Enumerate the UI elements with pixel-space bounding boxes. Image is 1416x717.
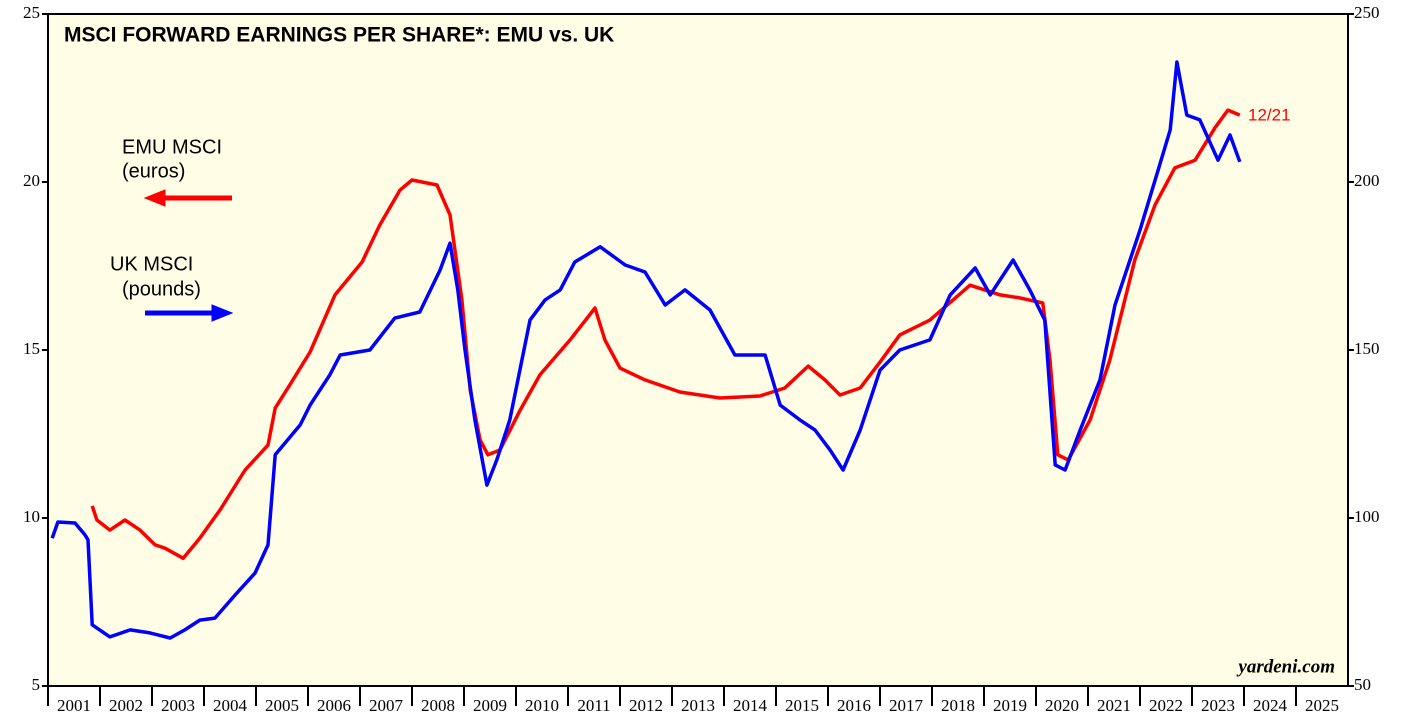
y-tick-label: 5 [32,675,41,694]
x-tick-label: 2025 [1305,696,1339,715]
x-tick-label: 2017 [889,696,924,715]
plot-area [47,13,1349,687]
y-tick-label: 20 [23,171,40,190]
series-line [50,60,1242,640]
source: yardeni.com [1236,656,1335,677]
legend-label: (euros) [122,160,185,182]
legend-label: EMU MSCI [122,136,222,158]
y-tick-label: 25 [23,3,40,22]
x-tick-label: 2012 [629,696,663,715]
x-tick-label: 2022 [1149,696,1183,715]
legend-label: UK MSCI [110,253,193,275]
y2-tick-label: 100 [1354,507,1380,526]
x-tick-label: 2001 [57,696,91,715]
legend-label: (pounds) [122,278,201,300]
x-tick-label: 2021 [1097,696,1131,715]
legend-arrow [145,304,234,322]
x-tick-label: 2016 [837,696,871,715]
x-tick-label: 2015 [785,696,819,715]
x-tick-label: 2003 [161,696,195,715]
series-line [90,108,1241,561]
x-tick-label: 2006 [317,696,351,715]
x-tick-label: 2007 [369,696,404,715]
annotation: 12/21 [1248,105,1291,124]
y2-tick-label: 150 [1354,339,1380,358]
x-tick-label: 2004 [213,696,248,715]
x-tick-label: 2014 [733,696,768,715]
x-tick-label: 2011 [577,696,610,715]
x-tick-label: 2009 [473,696,507,715]
x-tick-label: 2024 [1253,696,1288,715]
y2-tick-label: 200 [1354,171,1380,190]
x-tick-label: 2019 [993,696,1027,715]
x-tick-label: 2010 [525,696,559,715]
legend-arrow [143,189,232,207]
y2-tick-label: 250 [1354,3,1380,22]
y-tick-label: 10 [23,507,40,526]
x-tick-label: 2020 [1045,696,1079,715]
x-tick-label: 2013 [681,696,715,715]
x-tick-label: 2008 [421,696,455,715]
chart-title: MSCI FORWARD EARNINGS PER SHARE*: EMU vs… [64,24,614,47]
x-tick-label: 2018 [941,696,975,715]
y2-tick-label: 50 [1354,675,1371,694]
x-tick-label: 2023 [1201,696,1235,715]
y-tick-label: 15 [23,339,40,358]
x-tick-label: 2002 [109,696,143,715]
x-tick-label: 2005 [265,696,299,715]
